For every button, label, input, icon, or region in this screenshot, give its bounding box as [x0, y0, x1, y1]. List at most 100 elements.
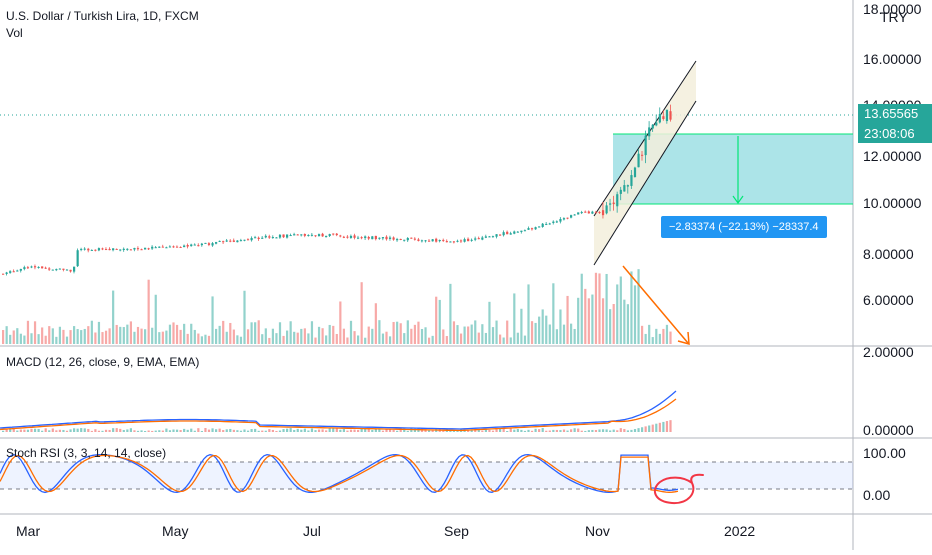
volume-bar — [637, 269, 640, 344]
macd-hist-bar — [303, 428, 306, 432]
candle-body — [190, 244, 193, 247]
candle-body — [662, 116, 665, 120]
candle-body — [87, 248, 90, 251]
candle-body — [566, 217, 569, 219]
measure-result-label[interactable]: −2.83374 (−22.13%) −28337.4 — [661, 216, 827, 238]
volume-bar — [58, 326, 61, 344]
candle-body — [335, 233, 338, 236]
macd-hist-bar — [573, 428, 576, 432]
candle-body — [136, 248, 140, 250]
macd-hist-bar — [488, 429, 491, 432]
volume-bar — [193, 329, 196, 344]
volume-bar — [126, 324, 129, 344]
volume-bar — [16, 328, 19, 344]
volume-bar — [101, 332, 104, 344]
macd-hist-bar — [172, 429, 175, 432]
currency-label[interactable]: TRY — [880, 9, 908, 25]
candle-body — [413, 238, 416, 240]
macd-hist-bar — [321, 429, 324, 432]
volume-bar — [158, 332, 161, 344]
candle-body — [651, 124, 654, 129]
candle-body — [637, 153, 640, 168]
macd-hist-bar — [555, 429, 558, 432]
macd-hist-bar — [65, 430, 69, 432]
volume-down-arrow[interactable] — [622, 265, 689, 344]
macd-hist-bar — [658, 422, 661, 432]
volume-bar — [104, 330, 108, 344]
volume-bar — [261, 334, 264, 344]
volume-legend[interactable]: Vol — [6, 26, 23, 40]
volume-bar — [484, 332, 487, 344]
bar-countdown-badge: 23:08:06 — [858, 124, 932, 143]
macd-hist-bar — [289, 428, 292, 432]
candle-body — [601, 210, 605, 216]
macd-hist-bar — [41, 430, 44, 432]
volume-bar — [207, 335, 211, 344]
candle-body — [225, 240, 228, 242]
candle-body — [69, 269, 72, 272]
macd-hist-bar — [541, 428, 544, 432]
volume-bar — [545, 315, 548, 344]
candle-body — [193, 244, 196, 246]
macd-hist-bar — [101, 430, 104, 432]
volume-bar — [534, 322, 537, 344]
time-label-sep: Sep — [444, 523, 469, 539]
volume-bar — [154, 294, 157, 344]
candle-body — [506, 231, 509, 235]
macd-hist-bar — [399, 428, 402, 432]
macd-signal-line — [0, 398, 677, 432]
candle-body — [424, 240, 427, 242]
price-tick-18: 18.00000 — [863, 1, 922, 17]
candle-body — [648, 127, 651, 137]
volume-bar — [55, 336, 58, 344]
volume-bar — [530, 321, 534, 344]
time-label-may: May — [162, 523, 188, 539]
volume-bar — [509, 337, 512, 344]
macd-hist-bar — [293, 429, 296, 432]
candle-body — [133, 247, 136, 250]
macd-hist-bar — [168, 430, 172, 432]
price-tick-16: 16.00000 — [863, 51, 922, 67]
candles — [2, 104, 672, 276]
macd-hist-bar — [353, 429, 356, 432]
macd-hist-bar — [200, 430, 203, 432]
symbol-title[interactable]: U.S. Dollar / Turkish Lira, 1D, FXCM — [6, 9, 199, 23]
macd-hist-bar — [55, 430, 58, 432]
macd-hist-bar — [254, 428, 257, 432]
volume-bar — [598, 273, 601, 344]
candle-body — [200, 243, 203, 246]
macd-hist-bar — [186, 429, 189, 432]
macd-hist-bar — [431, 430, 434, 432]
macd-hist-bar — [215, 429, 218, 432]
volume-bar — [12, 330, 15, 344]
candle-body — [516, 231, 519, 233]
candle-body — [470, 239, 473, 241]
annotation-circle[interactable] — [653, 473, 704, 505]
candle-body — [499, 234, 502, 236]
macd-hist-bar — [44, 428, 47, 432]
volume-bar — [80, 330, 83, 344]
volume-bar — [364, 337, 367, 344]
macd-legend[interactable]: MACD (12, 26, close, 9, EMA, EMA) — [6, 355, 200, 369]
volume-bar — [413, 324, 416, 344]
volume-bar — [516, 332, 519, 344]
candle-body — [236, 240, 239, 243]
candle-body — [23, 267, 26, 270]
stoch-rsi-legend[interactable]: Stoch RSI (3, 3, 14, 14, close) — [6, 446, 167, 460]
candle-body — [48, 268, 51, 270]
candle-body — [481, 237, 484, 240]
volume-bar — [183, 323, 186, 344]
macd-hist-bar — [250, 429, 253, 432]
candle-body — [26, 267, 30, 269]
macd-hist-bar — [481, 430, 484, 432]
volume-bar — [438, 299, 441, 344]
candle-body — [154, 247, 157, 249]
volume-down-arrow-head — [677, 331, 690, 346]
volume-bar — [286, 330, 289, 344]
volume-bar — [222, 320, 225, 344]
macd-hist-bar — [16, 430, 19, 432]
candle-body — [570, 215, 573, 218]
macd-hist-bar — [357, 429, 360, 432]
